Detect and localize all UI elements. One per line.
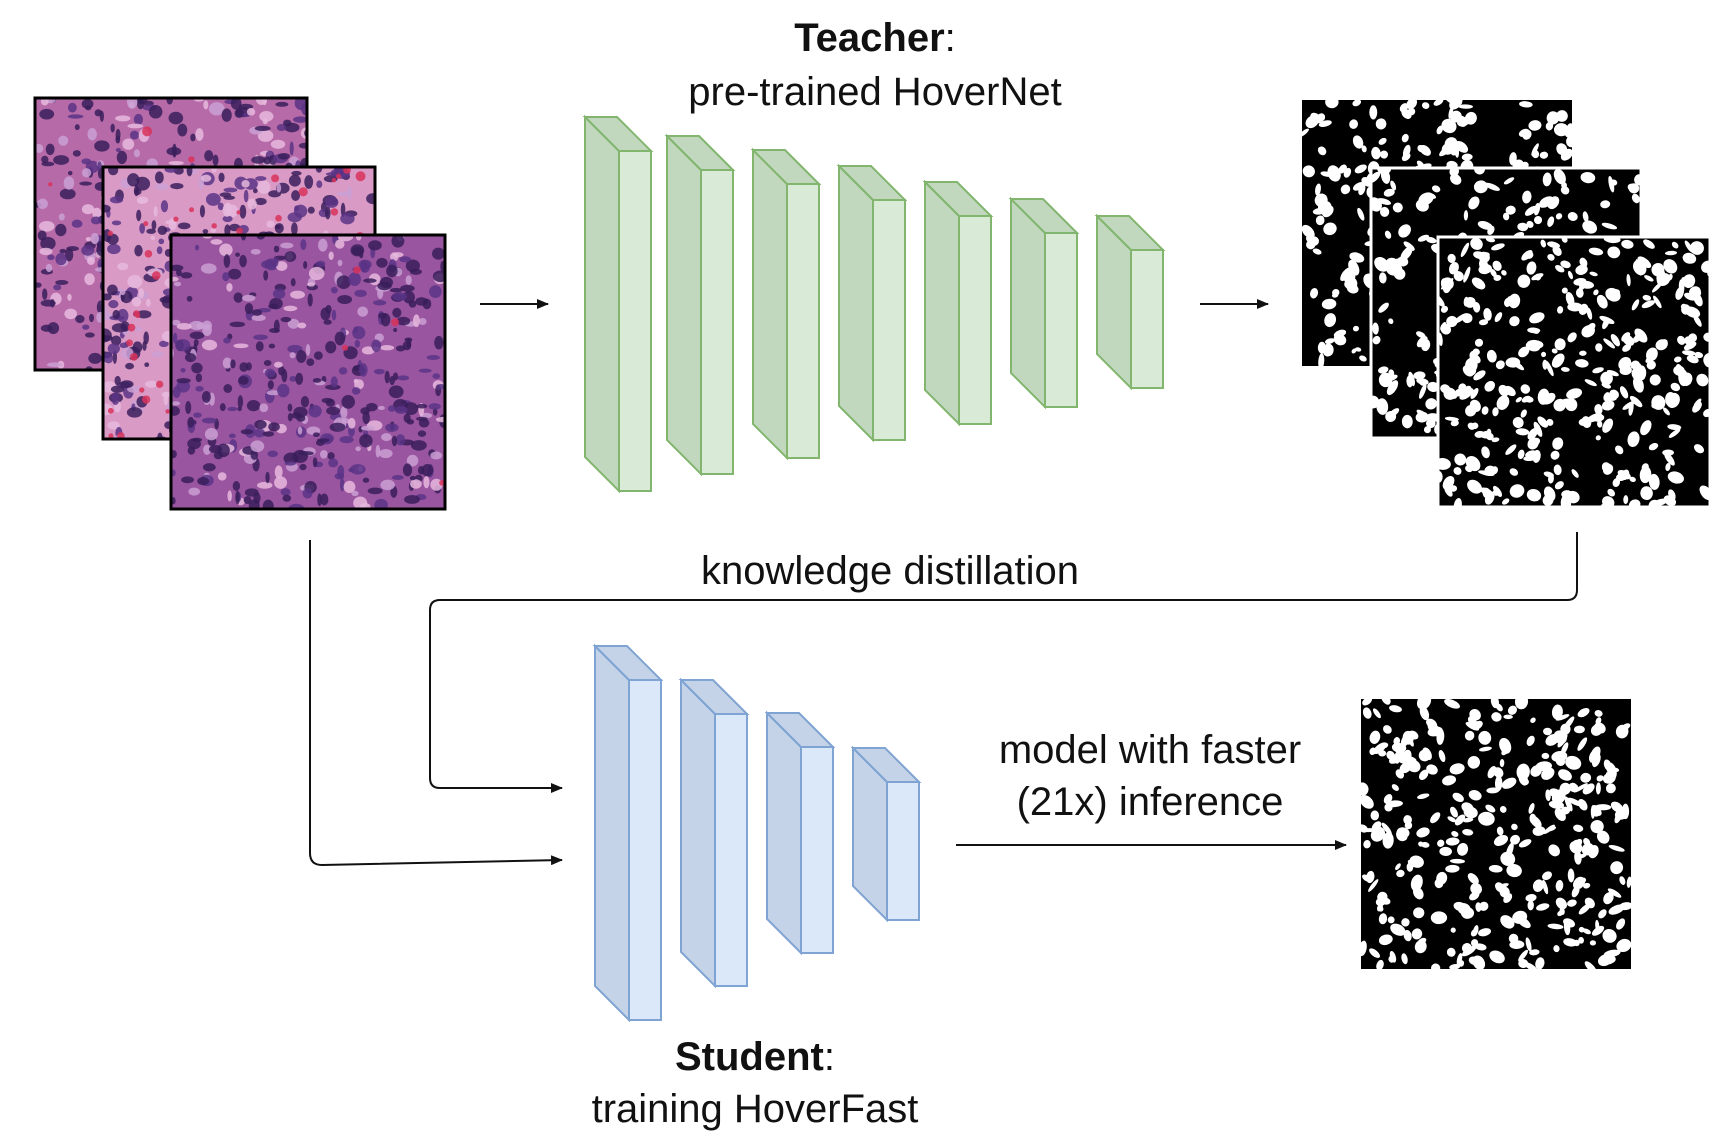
student-block-2 [678, 677, 750, 989]
mask-image-front [1438, 237, 1710, 507]
output-label-line1: model with faster [998, 728, 1302, 772]
student-title-name: Student [675, 1035, 824, 1079]
distillation-label: knowledge distillation [700, 549, 1079, 593]
arrow-input-to-student [309, 540, 563, 867]
teacher-block-6 [1008, 196, 1080, 410]
teacher-mask-stack [1302, 100, 1712, 509]
teacher-network [582, 114, 1166, 494]
output-label-line2: (21x) inference [1016, 780, 1284, 824]
student-block-3 [764, 710, 836, 956]
teacher-title: Teacher: [700, 14, 1050, 62]
teacher-block-2 [664, 133, 736, 477]
teacher-block-7 [1094, 213, 1166, 391]
teacher-title-name: Teacher [794, 16, 945, 60]
teacher-block-5 [922, 179, 994, 427]
student-network [592, 643, 922, 1023]
teacher-block-4 [836, 163, 908, 443]
histology-image-stack [33, 96, 447, 511]
student-mask-image [1361, 699, 1631, 969]
student-title-colon: : [823, 1035, 835, 1079]
teacher-block-3 [750, 147, 822, 461]
teacher-block-1 [582, 114, 654, 494]
teacher-title-colon: : [944, 16, 956, 60]
student-block-4 [850, 745, 922, 923]
student-block-1 [592, 643, 664, 1023]
histology-image-front [171, 235, 445, 509]
arrow-distillation [429, 532, 1578, 793]
student-title: Student: [580, 1033, 930, 1081]
student-subtitle: training HoverFast [591, 1087, 919, 1131]
teacher-subtitle: pre-trained HoverNet [688, 70, 1062, 114]
